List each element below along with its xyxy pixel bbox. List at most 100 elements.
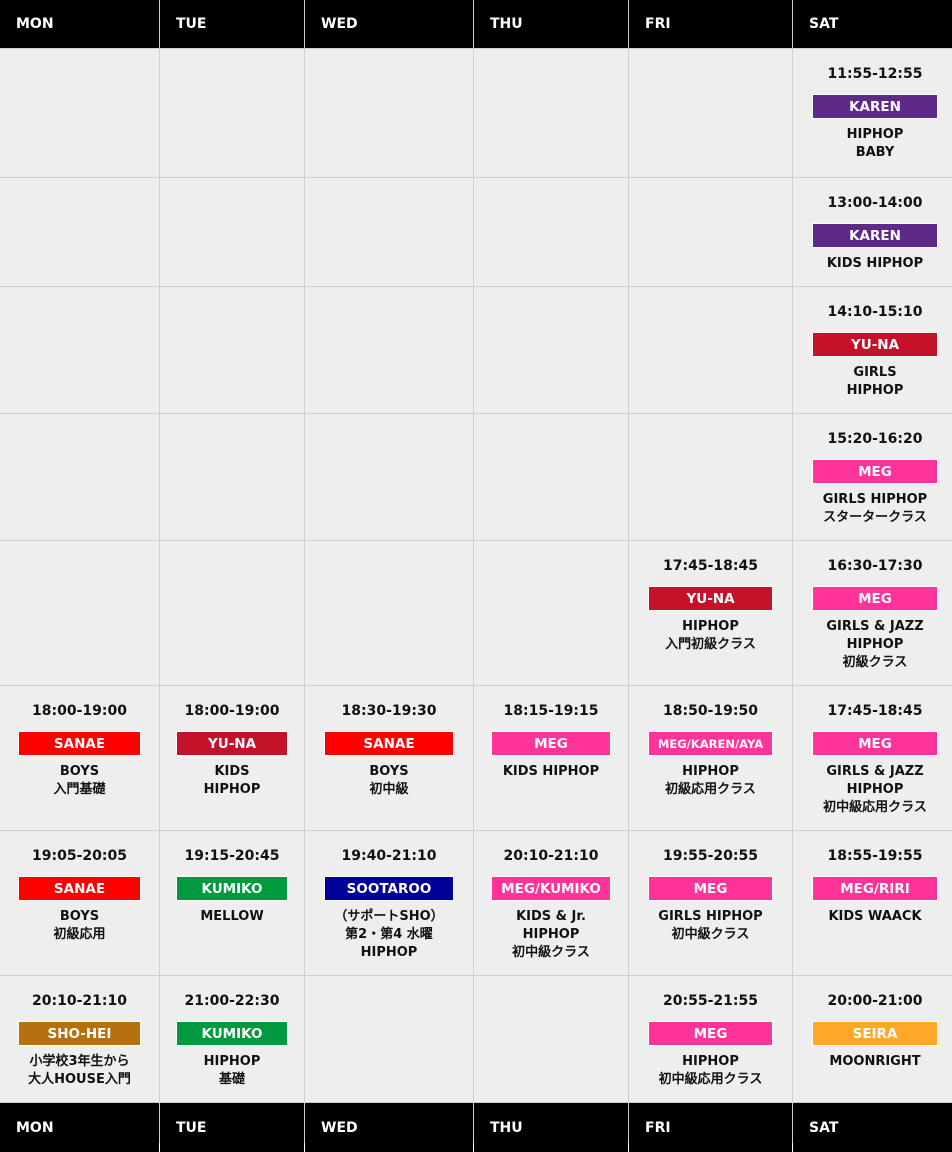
class-description-line: BOYS [59, 764, 100, 779]
class-time: 19:15-20:45 [184, 848, 280, 864]
class-cell[interactable]: 20:55-21:55 MEG HIPHOP 初中級応用クラス [629, 976, 792, 1102]
class-cell[interactable]: 18:55-19:55 MEG/RIRI KIDS WAACK [793, 831, 952, 975]
footer-day-wed: WED [305, 1103, 473, 1152]
class-description: HIPHOP 入門初級クラス [665, 618, 756, 654]
footer-day-thu: THU [474, 1103, 628, 1152]
class-description: GIRLS & JAZZ HIPHOP 初中級応用クラス [823, 763, 927, 817]
class-cell[interactable]: 19:15-20:45 KUMIKO MELLOW [160, 831, 304, 975]
empty-cell [629, 49, 792, 177]
class-description-line: KIDS [214, 764, 250, 779]
class-description-line: KIDS HIPHOP [502, 764, 600, 779]
empty-cell [305, 287, 473, 413]
class-time: 18:50-19:50 [663, 703, 758, 719]
class-description: KIDS & Jr. HIPHOP 初中級クラス [512, 908, 590, 962]
class-description-line: 初級クラス [842, 655, 908, 670]
class-description-line: 初級応用 [53, 927, 106, 942]
class-cell[interactable]: 18:15-19:15 MEG KIDS HIPHOP [474, 686, 628, 830]
instructor-badge: SOOTAROO [325, 877, 453, 900]
header-day-tue: TUE [160, 0, 304, 48]
class-description-line: HIPHOP [360, 945, 418, 960]
class-cell[interactable]: 20:10-21:10 SHO-HEI 小学校3年生から 大人HOUSE入門 [0, 976, 159, 1102]
class-cell[interactable]: 19:05-20:05 SANAE BOYS 初級応用 [0, 831, 159, 975]
class-description-line: 第2・第4 水曜 [345, 927, 433, 942]
class-cell[interactable]: 19:40-21:10 SOOTAROO （サポートSHO） 第2・第4 水曜 HIPH… [305, 831, 473, 975]
instructor-badge: MEG [812, 732, 938, 755]
class-time: 18:00-19:00 [32, 703, 127, 719]
empty-cell [305, 178, 473, 286]
class-time: 18:15-19:15 [503, 703, 599, 719]
class-cell[interactable]: 18:00-19:00 SANAE BOYS 入門基礎 [0, 686, 159, 830]
class-description-line: 初中級クラス [512, 945, 590, 960]
class-time: 18:55-19:55 [827, 848, 923, 864]
class-description: 小学校3年生から 大人HOUSE入門 [28, 1053, 131, 1089]
class-description-line: GIRLS HIPHOP [822, 492, 928, 507]
class-cell[interactable]: 11:55-12:55 KAREN HIPHOP BABY [793, 49, 952, 177]
empty-cell [305, 541, 473, 685]
class-time: 15:20-16:20 [827, 431, 923, 447]
class-description-line: 基礎 [218, 1072, 245, 1087]
empty-cell [474, 541, 628, 685]
class-time: 20:00-21:00 [827, 993, 923, 1009]
empty-cell [160, 541, 304, 685]
class-description-line: 初中級クラス [671, 927, 750, 942]
class-cell[interactable]: 16:30-17:30 MEG GIRLS & JAZZ HIPHOP 初級クラス [793, 541, 952, 685]
class-description: MOONRIGHT [829, 1053, 920, 1071]
class-cell[interactable]: 18:30-19:30 SANAE BOYS 初中級 [305, 686, 473, 830]
empty-cell [0, 49, 159, 177]
class-cell[interactable]: 19:55-20:55 MEG GIRLS HIPHOP 初中級クラス [629, 831, 792, 975]
class-cell[interactable]: 18:00-19:00 YU-NA KIDS HIPHOP [160, 686, 304, 830]
footer-day-fri: FRI [629, 1103, 792, 1152]
class-description: HIPHOP BABY [847, 126, 904, 162]
class-description-line: HIPHOP [682, 764, 739, 779]
class-description-line: KIDS WAACK [828, 909, 922, 924]
class-description-line: 初中級応用クラス [823, 800, 927, 815]
class-description-line: 小学校3年生から [29, 1054, 130, 1069]
class-cell[interactable]: 15:20-16:20 MEG GIRLS HIPHOP スタータークラス [793, 414, 952, 540]
class-cell[interactable]: 17:45-18:45 YU-NA HIPHOP 入門初級クラス [629, 541, 792, 685]
empty-cell [160, 287, 304, 413]
class-description-line: BOYS [369, 764, 409, 779]
class-cell[interactable]: 14:10-15:10 YU-NA GIRLS HIPHOP [793, 287, 952, 413]
class-description: KIDS HIPHOP [827, 255, 923, 273]
class-time: 19:55-20:55 [663, 848, 758, 864]
footer-day-mon: MON [0, 1103, 159, 1152]
instructor-badge: MEG/KUMIKO [492, 877, 610, 900]
class-cell[interactable]: 20:10-21:10 MEG/KUMIKO KIDS & Jr. HIPHOP 初中級… [474, 831, 628, 975]
class-time: 17:45-18:45 [827, 703, 923, 719]
class-description: HIPHOP 基礎 [204, 1053, 261, 1089]
instructor-badge: MEG [648, 1022, 773, 1045]
class-description-line: HIPHOP [682, 1054, 739, 1069]
class-time: 20:55-21:55 [663, 993, 758, 1009]
class-description-line: HIPHOP [203, 782, 261, 797]
empty-cell [160, 178, 304, 286]
class-description-line: MOONRIGHT [829, 1054, 921, 1069]
class-cell[interactable]: 18:50-19:50 MEG/KAREN/AYA HIPHOP 初級応用クラス [629, 686, 792, 830]
class-description-line: HIPHOP [846, 383, 904, 398]
class-description: BOYS 初中級 [369, 763, 408, 799]
class-description-line: 初級応用クラス [665, 782, 756, 797]
instructor-badge: SHO-HEI [19, 1022, 140, 1045]
empty-cell [160, 414, 304, 540]
class-description-line: BOYS [59, 909, 100, 924]
class-cell[interactable]: 17:45-18:45 MEG GIRLS & JAZZ HIPHOP 初中級応用クラス [793, 686, 952, 830]
header-day-wed: WED [305, 0, 473, 48]
class-cell[interactable]: 13:00-14:00 KAREN KIDS HIPHOP [793, 178, 952, 286]
header-day-sat: SAT [793, 0, 952, 48]
class-description-line: 入門初級クラス [665, 637, 756, 652]
class-description: KIDS HIPHOP [204, 763, 261, 799]
empty-cell [0, 541, 159, 685]
empty-cell [474, 976, 628, 1102]
class-time: 20:10-21:10 [32, 993, 127, 1009]
instructor-badge: YU-NA [812, 333, 938, 356]
class-description-line: KIDS & Jr. [516, 909, 586, 924]
class-cell[interactable]: 21:00-22:30 KUMIKO HIPHOP 基礎 [160, 976, 304, 1102]
class-cell[interactable]: 20:00-21:00 SEIRA MOONRIGHT [793, 976, 952, 1102]
instructor-badge: MEG [812, 460, 938, 483]
header-day-thu: THU [474, 0, 628, 48]
class-time: 19:40-21:10 [341, 848, 437, 864]
instructor-badge: KUMIKO [177, 1022, 287, 1045]
instructor-badge: YU-NA [648, 587, 773, 610]
class-time: 20:10-21:10 [503, 848, 599, 864]
empty-cell [160, 49, 304, 177]
